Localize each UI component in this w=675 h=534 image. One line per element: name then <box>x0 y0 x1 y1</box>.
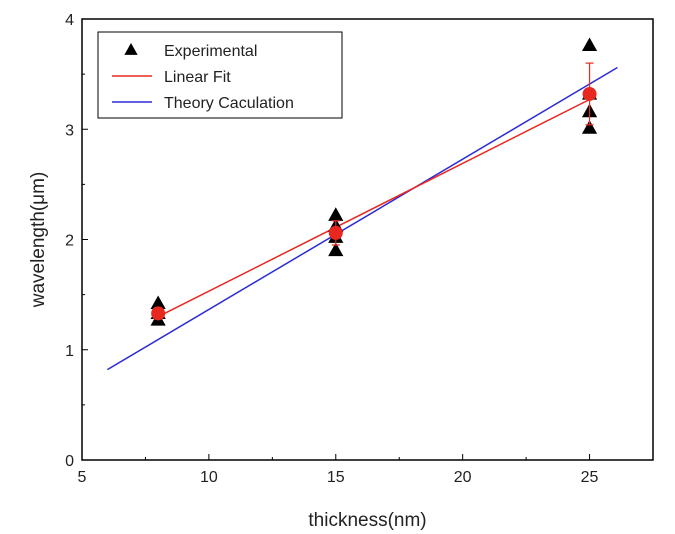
y-tick-label: 2 <box>65 233 74 250</box>
y-axis-title: wavelength(μm) <box>28 172 49 309</box>
data-point-experimental <box>581 120 598 134</box>
x-tick-label: 20 <box>454 469 472 486</box>
x-axis: 5 10 15 20 25 <box>78 454 599 486</box>
legend-entry-linear-fit: Linear Fit <box>164 69 231 86</box>
mean-point <box>151 306 166 321</box>
x-axis-title: thickness(nm) <box>308 510 426 531</box>
plot-frame <box>81 18 654 461</box>
legend-box <box>97 31 343 119</box>
legend: Experimental Linear Fit Theory Caculatio… <box>97 31 343 119</box>
series-line-theory-caculation <box>106 66 618 371</box>
x-tick-label: 25 <box>581 469 599 486</box>
mean-point <box>328 225 343 240</box>
plot-area <box>106 37 618 371</box>
x-tick-label: 15 <box>327 469 345 486</box>
y-tick-label: 4 <box>65 12 74 29</box>
legend-entry-theory: Theory Caculation <box>164 95 294 112</box>
x-tick-label: 10 <box>200 469 218 486</box>
data-point-experimental <box>150 295 166 310</box>
y-tick-label: 0 <box>65 453 74 470</box>
y-tick-label: 1 <box>65 343 74 360</box>
legend-entry-experimental: Experimental <box>164 43 257 60</box>
y-axis: 0 1 2 3 4 <box>65 12 88 470</box>
mean-point <box>582 86 597 101</box>
data-point-experimental <box>328 207 344 221</box>
data-point-experimental <box>581 37 598 52</box>
y-tick-label: 3 <box>65 122 74 139</box>
legend-marker-experimental <box>124 43 138 55</box>
data-point-experimental <box>328 242 344 257</box>
x-tick-label: 5 <box>78 469 87 486</box>
series-line-linear-fit <box>157 98 590 318</box>
